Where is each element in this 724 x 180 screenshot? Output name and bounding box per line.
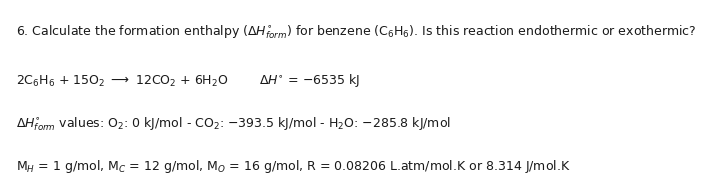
Text: M$_H$ = 1 g/mol, M$_C$ = 12 g/mol, M$_O$ = 16 g/mol, R = 0.08206 L.atm/mol.K or : M$_H$ = 1 g/mol, M$_C$ = 12 g/mol, M$_O$… bbox=[16, 158, 571, 175]
Text: 6. Calculate the formation enthalpy ($\Delta H^{\circ}_{form}$) for benzene (C$_: 6. Calculate the formation enthalpy ($\D… bbox=[16, 23, 696, 41]
Text: $\Delta H^{\circ}_{form}$ values: O$_2$: 0 kJ/mol - CO$_2$: $-$393.5 kJ/mol - H$: $\Delta H^{\circ}_{form}$ values: O$_2$:… bbox=[16, 115, 451, 133]
Text: 2C$_6$H$_6$ + 15O$_2$ $\longrightarrow$ 12CO$_2$ + 6H$_2$O        $\Delta H^{\ci: 2C$_6$H$_6$ + 15O$_2$ $\longrightarrow$ … bbox=[16, 72, 360, 89]
